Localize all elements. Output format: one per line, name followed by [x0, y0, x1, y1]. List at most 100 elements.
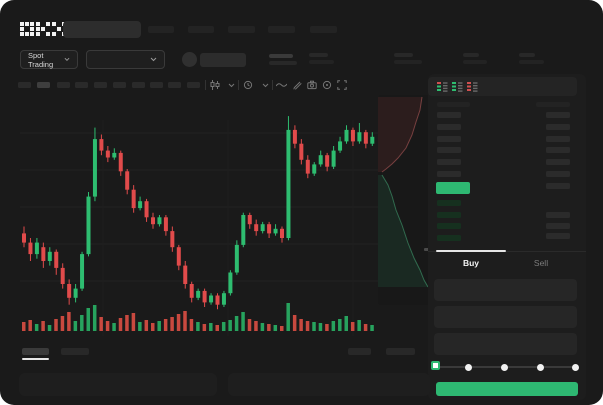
candle: [47, 247, 52, 266]
ask-row[interactable]: [437, 136, 461, 142]
chevron-down-icon[interactable]: [227, 83, 235, 88]
timeframe-button[interactable]: [168, 82, 181, 88]
pair-name-placeholder: [200, 53, 246, 67]
timeframe-button[interactable]: [132, 82, 145, 88]
volume-bar: [47, 325, 52, 331]
bid-size: [546, 223, 570, 229]
volume-bar: [118, 318, 123, 331]
timeframe-button[interactable]: [94, 82, 107, 88]
ask-row[interactable]: [437, 171, 461, 177]
book-bids-icon[interactable]: [452, 81, 463, 92]
slider-stop[interactable]: [501, 364, 508, 371]
candle: [331, 146, 336, 169]
slider-stop[interactable]: [572, 364, 579, 371]
volume-bar: [28, 320, 32, 331]
volume-bar: [99, 317, 103, 331]
ask-size: [546, 112, 570, 118]
candle: [151, 212, 155, 229]
candle: [28, 238, 33, 261]
pencil-draw-icon[interactable]: [292, 80, 302, 90]
volume-bar: [267, 324, 271, 331]
volume-bar: [286, 303, 290, 331]
candlestick-style-icon[interactable]: [209, 80, 221, 90]
buy-tab-underline: [436, 250, 506, 252]
ask-row[interactable]: [437, 124, 461, 130]
tabs-divider: [428, 251, 586, 252]
timeframe-button[interactable]: [150, 82, 163, 88]
nav-item-placeholder[interactable]: [148, 26, 174, 33]
bid-row[interactable]: [437, 212, 461, 218]
candle: [144, 198, 149, 222]
candle: [305, 155, 310, 179]
ask-size: [546, 136, 570, 142]
nav-item-placeholder[interactable]: [268, 26, 295, 33]
timeframe-button-active[interactable]: [37, 82, 50, 88]
candle: [170, 226, 175, 252]
nav-item-placeholder[interactable]: [310, 26, 337, 33]
volume-bar: [273, 325, 278, 331]
camera-icon[interactable]: [307, 80, 317, 90]
volume-bar: [292, 315, 297, 331]
candle: [267, 221, 272, 238]
ask-row[interactable]: [437, 112, 461, 118]
bottom-panel-left: [19, 373, 217, 396]
depth-chart: [378, 95, 434, 305]
amount-input[interactable]: [434, 306, 577, 328]
bottom-tab[interactable]: [61, 348, 89, 355]
candle: [370, 132, 375, 146]
volume-bar: [105, 321, 110, 331]
candle: [60, 263, 65, 289]
bid-row[interactable]: [437, 223, 461, 229]
ask-row[interactable]: [437, 159, 461, 165]
price-input[interactable]: [434, 279, 577, 301]
volume-bar: [34, 324, 39, 331]
book-asks-icon[interactable]: [467, 81, 478, 92]
nav-item-placeholder[interactable]: [228, 26, 255, 33]
ask-size: [546, 124, 570, 130]
chart-gridlines: [20, 120, 378, 336]
tab-buy[interactable]: Buy: [462, 258, 480, 268]
market-type-selector[interactable]: Spot Trading: [20, 50, 78, 69]
candle: [344, 125, 349, 144]
chevron-down-icon[interactable]: [261, 83, 269, 88]
search-input[interactable]: [63, 21, 141, 38]
slider-handle[interactable]: [431, 361, 440, 370]
volume-bar: [318, 323, 323, 331]
timeframe-button[interactable]: [187, 82, 200, 88]
bottom-action[interactable]: [386, 348, 415, 355]
last-price-highlight[interactable]: [436, 182, 470, 194]
bottom-tab-active[interactable]: [22, 348, 49, 355]
timeframe-button[interactable]: [113, 82, 126, 88]
timeframe-button[interactable]: [57, 82, 70, 88]
slider-stop[interactable]: [537, 364, 544, 371]
volume-bar: [370, 325, 374, 331]
candle: [196, 288, 201, 301]
volume-bar: [157, 321, 161, 331]
fullscreen-icon[interactable]: [337, 80, 347, 90]
candle: [105, 146, 110, 163]
slider-stop[interactable]: [465, 364, 472, 371]
pair-selector-dropdown[interactable]: [86, 50, 165, 69]
ask-row[interactable]: [437, 147, 461, 153]
bottom-action[interactable]: [348, 348, 371, 355]
timeframe-button[interactable]: [75, 82, 88, 88]
candlestick-chart[interactable]: [14, 90, 432, 348]
total-input[interactable]: [434, 333, 577, 355]
circle-indicator-icon[interactable]: [322, 80, 332, 90]
candle: [338, 136, 343, 153]
volume-bar: [344, 316, 348, 331]
candle: [350, 127, 355, 146]
ask-size: [546, 171, 570, 177]
tab-sell[interactable]: Sell: [533, 258, 549, 268]
timeframe-button[interactable]: [18, 82, 31, 88]
candle: [92, 127, 97, 202]
bid-row[interactable]: [437, 200, 461, 206]
candle: [34, 238, 39, 259]
interval-clock-icon[interactable]: [243, 80, 253, 90]
buy-submit-button[interactable]: [436, 382, 578, 396]
book-both-icon[interactable]: [437, 81, 448, 92]
wave-line-icon[interactable]: [276, 81, 287, 89]
bid-row[interactable]: [437, 235, 461, 241]
volume-bar: [202, 324, 207, 331]
nav-item-placeholder[interactable]: [188, 26, 214, 33]
